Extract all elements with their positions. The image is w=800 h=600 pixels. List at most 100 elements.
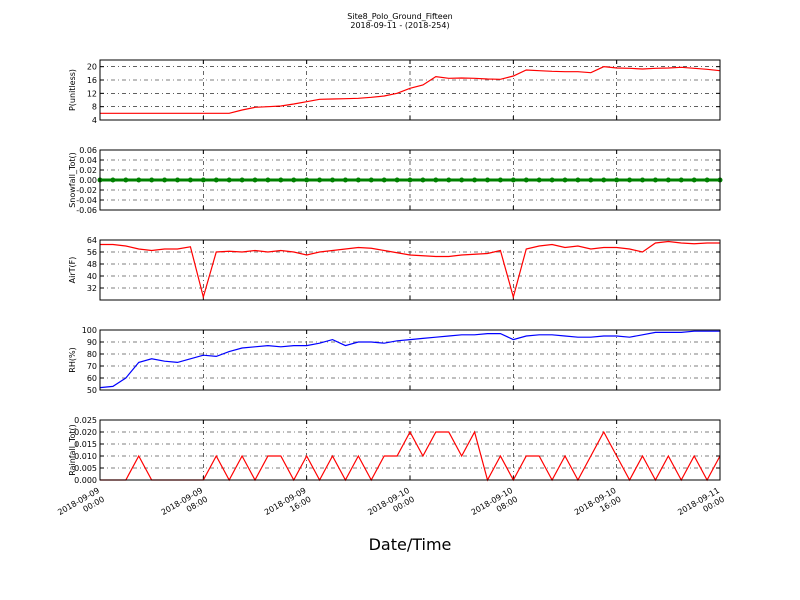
data-point xyxy=(110,177,116,183)
data-point xyxy=(265,177,271,183)
y-tick-label: 64 xyxy=(87,236,97,245)
y-tick-label: 0.000 xyxy=(74,476,97,485)
y-axis-label: AirT(F) xyxy=(68,257,77,284)
data-point xyxy=(252,177,258,183)
y-tick-label: 16 xyxy=(87,76,97,85)
y-tick-label: 32 xyxy=(87,284,97,293)
data-point xyxy=(665,177,671,183)
y-tick-label: 100 xyxy=(82,326,97,335)
y-tick-label: 56 xyxy=(87,248,97,257)
data-point xyxy=(123,177,129,183)
data-point xyxy=(652,177,658,183)
y-tick-label: 80 xyxy=(87,350,97,359)
data-point xyxy=(239,177,245,183)
data-point xyxy=(149,177,155,183)
data-point xyxy=(588,177,594,183)
data-point xyxy=(678,177,684,183)
y-tick-label: 12 xyxy=(87,89,97,98)
x-tick-label: 2018-09-0900:00 xyxy=(56,486,106,526)
data-point xyxy=(136,177,142,183)
y-tick-label: 0.00 xyxy=(79,176,97,185)
y-tick-label: 90 xyxy=(87,338,97,347)
x-tick-label: 2018-09-1000:00 xyxy=(366,486,416,526)
data-line xyxy=(99,330,720,389)
x-tick-label: 2018-09-1016:00 xyxy=(573,486,623,526)
data-point xyxy=(536,177,542,183)
x-tick-label: 2018-09-1100:00 xyxy=(676,486,726,526)
data-point xyxy=(213,177,219,183)
data-point xyxy=(304,177,310,183)
y-tick-label: -0.02 xyxy=(76,186,97,195)
y-tick-label: 70 xyxy=(87,362,97,371)
data-point xyxy=(187,177,193,183)
data-point xyxy=(278,177,284,183)
y-axis-label: Snowfall_Tot() xyxy=(68,152,77,208)
y-tick-label: 0.005 xyxy=(74,464,97,473)
data-point xyxy=(485,177,490,183)
plot-frame xyxy=(99,149,721,211)
y-tick-label: 0.025 xyxy=(74,416,97,425)
title: Site8_Polo_Ground_Fifteen xyxy=(347,12,452,21)
plot-frame xyxy=(99,329,721,391)
y-tick-label: 40 xyxy=(87,272,97,281)
x-tick-label: 2018-09-1008:00 xyxy=(470,486,520,526)
data-point xyxy=(317,177,323,183)
data-point xyxy=(627,177,633,183)
plot-frame xyxy=(99,239,721,301)
data-point xyxy=(162,177,168,183)
y-tick-label: 50 xyxy=(87,386,97,395)
y-tick-label: 0.04 xyxy=(79,156,97,165)
data-point xyxy=(575,177,581,183)
y-tick-label: 4 xyxy=(92,116,97,125)
data-point xyxy=(394,177,400,183)
data-point xyxy=(601,177,607,183)
data-point xyxy=(472,177,478,183)
data-point xyxy=(691,177,697,183)
y-axis-label: P(unitless) xyxy=(68,69,77,111)
plot-frame xyxy=(99,419,721,481)
data-point xyxy=(640,177,645,183)
y-tick-label: 8 xyxy=(92,103,97,112)
data-point xyxy=(226,177,232,183)
data-point xyxy=(420,177,426,183)
data-point xyxy=(614,177,620,183)
data-point xyxy=(704,177,710,183)
y-tick-label: -0.06 xyxy=(76,206,97,215)
x-axis-label: Date/Time xyxy=(369,535,452,554)
y-tick-label: 0.02 xyxy=(79,166,97,175)
data-line xyxy=(100,66,721,114)
data-line xyxy=(100,240,720,300)
y-tick-label: -0.04 xyxy=(76,196,97,205)
data-point xyxy=(407,177,413,183)
data-point xyxy=(368,177,374,183)
data-point xyxy=(523,177,529,183)
y-tick-label: 0.020 xyxy=(74,428,97,437)
data-point xyxy=(549,177,555,183)
data-point xyxy=(459,177,465,183)
data-point xyxy=(175,177,180,183)
x-tick-label: 2018-09-0916:00 xyxy=(263,486,313,526)
data-point xyxy=(446,177,452,183)
y-axis-label: RH(%) xyxy=(68,347,77,372)
data-point xyxy=(433,177,439,183)
data-point xyxy=(562,177,568,183)
data-point xyxy=(355,177,361,183)
data-point xyxy=(200,177,206,183)
subtitle: 2018-09-11 - (2018-254) xyxy=(350,21,449,30)
y-axis-label: Rainfall_Tot() xyxy=(68,424,77,476)
y-tick-label: 60 xyxy=(87,374,97,383)
data-point xyxy=(497,177,503,183)
data-point xyxy=(291,177,297,183)
y-tick-label: 0.015 xyxy=(74,440,97,449)
data-point xyxy=(342,177,348,183)
y-tick-label: 0.010 xyxy=(74,452,97,461)
data-point xyxy=(381,177,387,183)
y-tick-label: 0.06 xyxy=(79,146,97,155)
data-point xyxy=(330,177,335,183)
plot-frame xyxy=(99,59,721,121)
data-point xyxy=(510,177,516,183)
x-tick-label: 2018-09-0908:00 xyxy=(160,486,210,526)
y-tick-label: 20 xyxy=(87,63,97,72)
y-tick-label: 48 xyxy=(87,260,97,269)
